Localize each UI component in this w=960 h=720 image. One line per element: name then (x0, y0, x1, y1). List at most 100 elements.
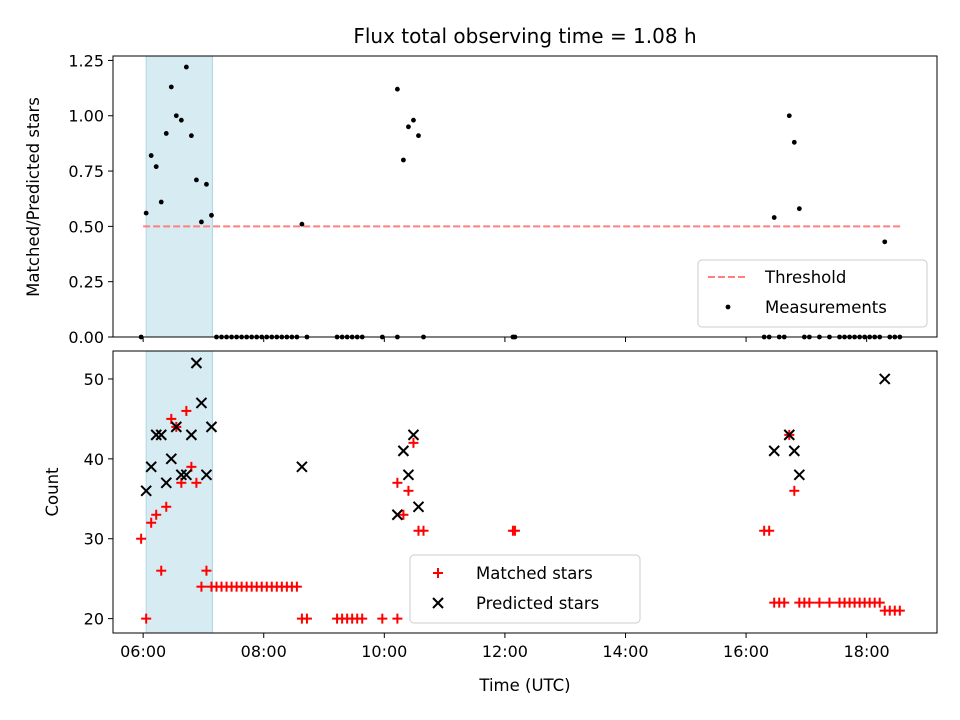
measurements-legend-label: Measurements (765, 298, 887, 317)
x-tick-label: 18:00 (844, 642, 890, 661)
predicted-star-point (412, 501, 425, 513)
matched-star-point (418, 525, 429, 536)
x-tick-label: 12:00 (482, 642, 528, 661)
predicted-star-point (150, 429, 162, 441)
matched-star-point (301, 613, 312, 624)
top-y-tick-label: 0.00 (68, 328, 104, 347)
measurement-point (786, 113, 792, 119)
top-legend-box (697, 259, 928, 328)
x-tick-label: 14:00 (602, 642, 648, 661)
matched-star-point (191, 477, 202, 488)
predicted-star-point (175, 469, 188, 481)
matched-star-point (392, 613, 403, 624)
predicted-star-stroke-b (402, 469, 415, 481)
predicted-star-point (155, 429, 167, 441)
matched-star-point (161, 501, 172, 512)
matched-star-point (392, 477, 403, 488)
top-highlight-rect (145, 55, 213, 338)
predicted-star-point (296, 461, 308, 473)
predicted-stars-points (140, 357, 891, 521)
measurement-point (173, 113, 179, 119)
predicted-star-point (190, 357, 203, 369)
matched-star-point (201, 565, 212, 576)
predicted-star-stroke-b (783, 429, 795, 441)
predicted-star-point (788, 445, 801, 457)
predicted-star-point (783, 429, 795, 441)
matched-star-point (151, 509, 162, 520)
predicted-star-stroke-b (205, 421, 218, 433)
bottom-y-tick-label: 50 (84, 370, 104, 389)
matched-star-point (814, 597, 825, 608)
matched-star-point (357, 613, 368, 624)
matched-stars-legend-label: Matched stars (476, 564, 593, 583)
predicted-star-stroke-b (140, 485, 152, 497)
predicted-star-point (397, 445, 410, 457)
bottom-x-ticks: 06:00 08:00 10:00 12:00 14:00 16:00 18:00 (120, 633, 890, 661)
bottom-y-tick-label: 30 (84, 530, 104, 549)
predicted-star-stroke-b (793, 469, 806, 481)
predicted-star-point (195, 397, 208, 409)
predicted-star-stroke-b (296, 461, 308, 473)
measurement-point (882, 239, 888, 245)
predicted-star-stroke-b (175, 469, 188, 481)
predicted-star-point (165, 453, 177, 465)
top-y-tick-label: 0.25 (68, 273, 104, 292)
top-panel: 0.00 0.25 0.50 0.75 1.00 1.25 Matched/Predict… (24, 51, 938, 347)
measurement-point (406, 124, 411, 130)
bottom-axes-frame (112, 350, 938, 634)
matched-star-point (136, 533, 147, 544)
matched-star-point (196, 581, 207, 592)
measurements-legend-swatch (725, 304, 731, 310)
predicted-star-stroke-b (412, 501, 425, 513)
measurement-point (188, 133, 194, 139)
bottom-panel: 20 30 40 50 06:00 08:00 10:00 12:00 14:00 16:00 1… (43, 350, 938, 695)
measurement-point (771, 215, 777, 220)
matched-stars-legend-swatch (433, 568, 443, 578)
predicted-star-stroke-b (160, 477, 172, 489)
matched-star-point (764, 525, 775, 536)
matched-star-point (509, 525, 520, 536)
measurement-point (209, 212, 214, 218)
measurement-point (199, 219, 204, 225)
measurement-point (411, 117, 416, 123)
measurement-point (194, 177, 199, 183)
threshold-legend-label: Threshold (764, 268, 846, 287)
top-highlight-span (145, 55, 213, 338)
predicted-star-stroke-b (391, 509, 404, 521)
bottom-highlight-span (145, 350, 213, 634)
predicted-star-stroke-b (407, 429, 420, 441)
predicted-stars-legend-swatch (432, 597, 444, 609)
bottom-y-ticks: 20 30 40 50 (84, 370, 113, 629)
predicted-star-stroke-b (879, 373, 891, 385)
predicted-stars-legend-label: Predicted stars (476, 594, 599, 613)
measurement-point (153, 164, 159, 170)
measurement-point (158, 199, 164, 205)
predicted-star-point (402, 469, 415, 481)
bottom-highlight-rect (145, 350, 213, 634)
predicted-star-stroke-b (195, 397, 208, 409)
chart-title: Flux total observing time = 1.08 h (353, 24, 696, 48)
measurement-point (178, 117, 184, 123)
predicted-star-point (391, 509, 404, 521)
top-y-ticks: 0.00 0.25 0.50 0.75 1.00 1.25 (68, 51, 113, 347)
predicted-star-stroke-b (200, 469, 213, 481)
top-y-tick-label: 1.25 (68, 51, 104, 70)
measurement-point (299, 221, 305, 227)
predicted-star-point (180, 469, 193, 481)
matched-star-point (403, 485, 414, 496)
x-tick-label: 06:00 (120, 642, 166, 661)
matched-star-point (398, 509, 409, 520)
predicted-star-point (200, 469, 213, 481)
predicted-star-point (160, 477, 172, 489)
predicted-star-stroke-b (190, 357, 203, 369)
bottom-y-tick-label: 20 (84, 610, 104, 629)
predicted-star-stroke-b (170, 421, 183, 433)
top-y-axis-label: Matched/Predicted stars (24, 97, 43, 297)
x-tick-label: 16:00 (723, 642, 769, 661)
matched-star-point (377, 613, 388, 624)
matched-star-point (874, 597, 885, 608)
measurement-point (796, 206, 802, 212)
matched-star-point (824, 597, 835, 608)
predicted-star-stroke-b (165, 453, 177, 465)
